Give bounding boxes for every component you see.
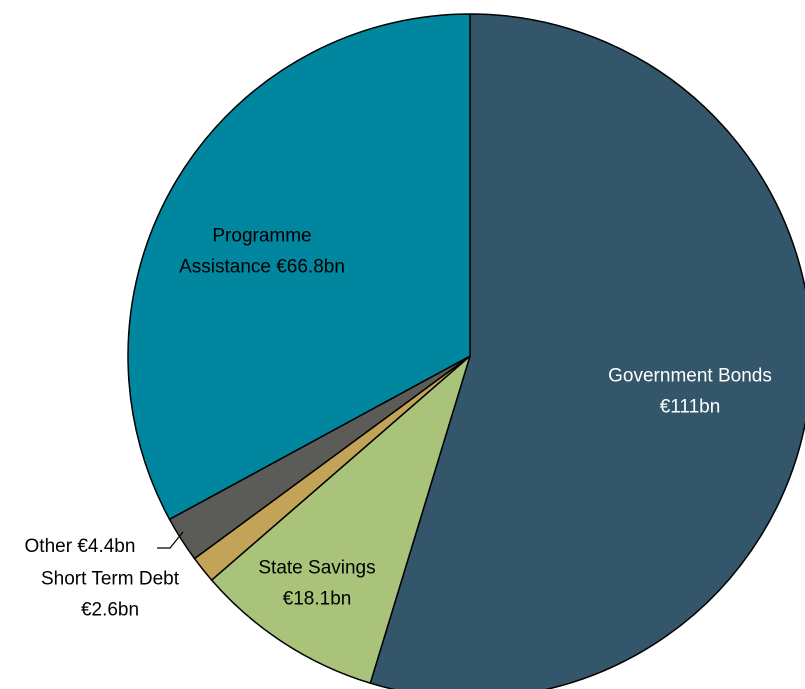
slice-label: State Savings €18.1bn	[258, 558, 375, 610]
slice-label: Other €4.4bn	[25, 536, 136, 557]
slice-label-line: Short Term Debt	[41, 569, 180, 590]
slice-label: Programme Assistance €66.8bn	[179, 226, 345, 278]
leader-lines	[157, 531, 184, 549]
slice-label-line: €111bn	[660, 397, 721, 418]
slice-label-line: €2.6bn	[81, 600, 139, 621]
leader-line	[157, 531, 184, 549]
slice-labels: Government Bonds €111bn State Savings €18.1…	[25, 226, 772, 621]
slice-label-line: €18.1bn	[283, 589, 352, 610]
slice-label: Short Term Debt €2.6bn	[41, 569, 180, 621]
pie-slice	[369, 13, 805, 689]
pie-slice	[210, 355, 471, 684]
pie-slices	[127, 13, 805, 689]
slice-label-line: Other €4.4bn	[25, 536, 136, 557]
slice-label-line: Programme	[212, 226, 311, 247]
slice-label: Government Bonds €111bn	[608, 366, 772, 418]
slice-label-line: State Savings	[258, 558, 375, 579]
slice-label-line: Assistance €66.8bn	[179, 257, 345, 278]
slice-label-line: Government Bonds	[608, 366, 772, 387]
pie-slice	[127, 13, 471, 521]
